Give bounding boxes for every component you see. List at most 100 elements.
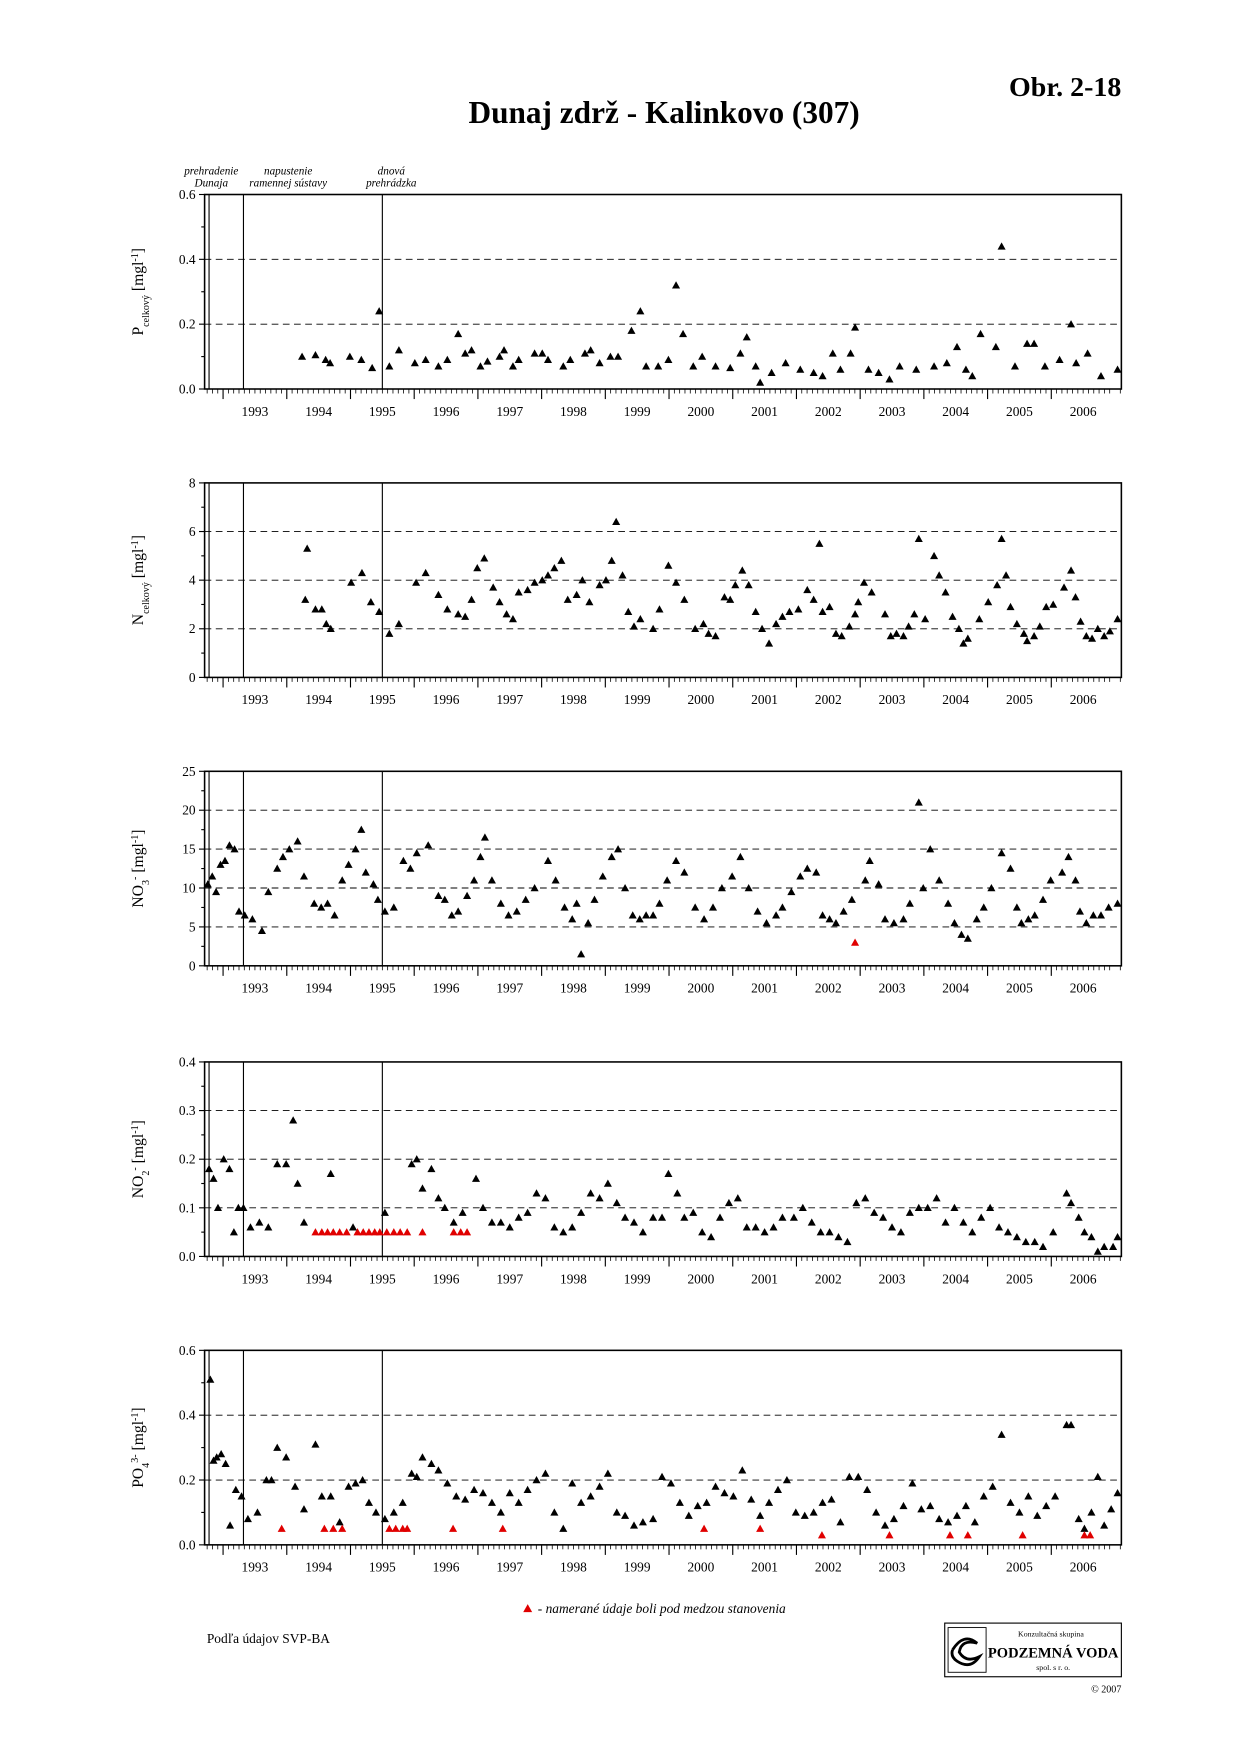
data-point — [889, 1514, 898, 1523]
x-tick-label: 2002 — [815, 692, 842, 707]
data-point — [1093, 624, 1102, 633]
data-point — [1023, 339, 1032, 347]
data-point — [467, 595, 476, 603]
data-point — [787, 887, 796, 896]
y-axis-label-part: [mgl — [130, 842, 147, 876]
data-point — [1075, 907, 1084, 915]
data-point — [1035, 622, 1044, 630]
data-point — [1082, 918, 1091, 927]
y-axis-label-part: [mgl — [130, 1133, 147, 1167]
data-point — [1082, 632, 1091, 640]
data-point — [870, 1208, 879, 1216]
panel: 0.0 0.1 0.2 0.3 0.4 1993 1994 1995 1996 1997 1998 1… — [130, 1054, 1123, 1286]
data-point — [889, 918, 898, 927]
data-point — [317, 903, 326, 911]
logo-name: PODZEMNÁ VODA — [988, 1645, 1119, 1662]
data-point — [550, 1508, 559, 1516]
data-point — [434, 1194, 443, 1202]
data-point — [385, 1524, 394, 1532]
data-point — [412, 1155, 421, 1163]
data-point — [837, 632, 846, 640]
data-point — [380, 1514, 389, 1523]
data-point — [1113, 615, 1122, 623]
data-point — [317, 605, 326, 613]
data-point — [827, 1495, 836, 1503]
data-point — [859, 578, 869, 586]
data-point — [715, 1213, 725, 1221]
data-point — [262, 1475, 271, 1484]
data-point — [885, 375, 894, 383]
data-point — [487, 1218, 496, 1226]
data-point — [941, 588, 950, 596]
data-point — [796, 872, 805, 880]
x-tick-label: 2006 — [1070, 404, 1097, 419]
y-axis-label-part: ] — [130, 1407, 147, 1412]
event-label: dnová — [378, 165, 406, 177]
data-point — [935, 1514, 944, 1523]
data-point — [789, 1213, 798, 1221]
data-point — [987, 883, 996, 892]
x-tick-label: 1999 — [624, 1560, 651, 1575]
data-point — [566, 355, 575, 364]
x-tick-label: 2003 — [879, 1271, 906, 1286]
data-point — [357, 355, 366, 364]
data-point — [880, 915, 890, 923]
data-point — [867, 588, 876, 596]
data-point — [968, 1228, 977, 1236]
data-point — [818, 607, 827, 615]
data-point — [612, 1508, 621, 1516]
data-point — [825, 915, 834, 923]
data-point — [512, 907, 521, 915]
data-point — [831, 918, 840, 927]
data-point — [1058, 868, 1067, 876]
data-point — [212, 887, 221, 896]
data-point — [1096, 372, 1106, 380]
data-point — [601, 576, 610, 584]
data-point — [347, 578, 356, 586]
data-point — [845, 1472, 854, 1480]
data-point — [680, 868, 689, 876]
plot-frame — [203, 1061, 1123, 1258]
data-point — [680, 595, 689, 603]
data-point — [311, 605, 320, 613]
data-point — [711, 632, 720, 640]
data-point — [326, 359, 335, 367]
data-point — [1021, 1237, 1030, 1246]
data-point — [543, 355, 553, 364]
data-point — [330, 911, 339, 919]
y-tick-label: 0.3 — [179, 1103, 196, 1118]
data-point — [229, 1228, 238, 1236]
data-point — [899, 915, 908, 923]
data-point — [672, 856, 681, 864]
data-point — [702, 1498, 711, 1506]
data-point — [1080, 1228, 1089, 1236]
data-point — [449, 1218, 458, 1226]
data-point — [874, 880, 883, 888]
data-point — [205, 1164, 214, 1173]
x-tick-label: 2000 — [687, 1271, 714, 1286]
x-tick-label: 2003 — [879, 981, 906, 996]
data-point — [612, 1198, 621, 1207]
data-point — [1067, 566, 1076, 574]
event-label: napustenie — [264, 165, 312, 177]
x-tick-label: 1999 — [624, 981, 651, 996]
data-point — [598, 872, 607, 880]
data-point — [586, 1492, 595, 1500]
data-point — [642, 911, 651, 919]
data-point — [711, 1482, 720, 1490]
data-point — [220, 856, 230, 864]
data-point — [317, 1492, 326, 1500]
data-point — [614, 845, 623, 853]
y-tick-label: 2 — [189, 621, 196, 636]
data-point — [756, 378, 765, 386]
x-tick-label: 2001 — [751, 692, 778, 707]
data-point — [454, 907, 463, 915]
x-tick-label: 2005 — [1006, 692, 1033, 707]
data-point — [590, 895, 599, 903]
data-point — [760, 1228, 769, 1236]
data-point — [1093, 1472, 1102, 1480]
x-tick-label: 1996 — [433, 404, 460, 419]
data-point — [880, 1521, 890, 1529]
data-point — [861, 876, 870, 884]
data-point — [729, 1492, 738, 1500]
